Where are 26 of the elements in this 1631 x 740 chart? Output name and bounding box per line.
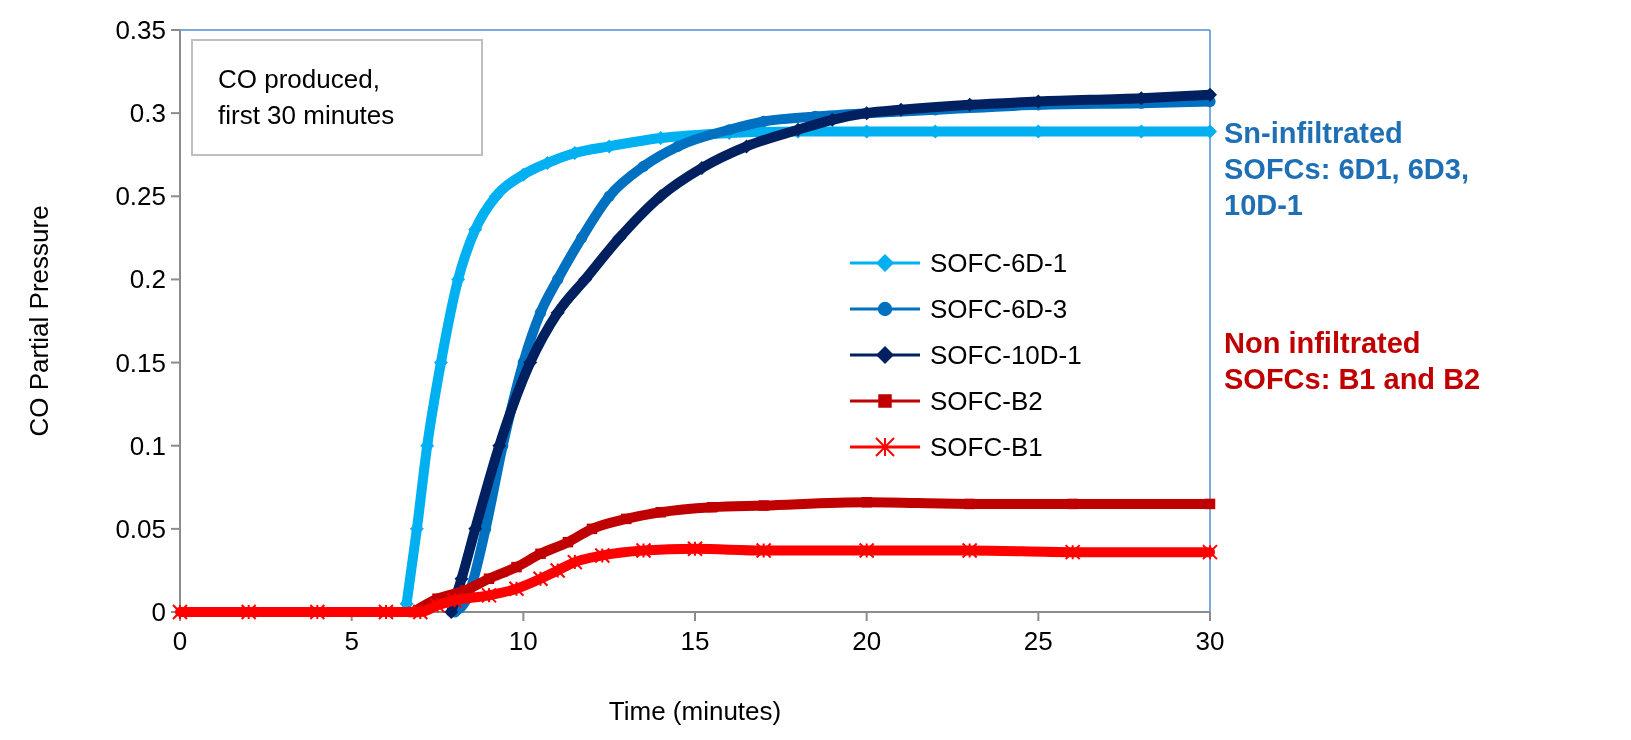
x-tick-label: 0 [172,626,188,656]
x-tick-label: 5 [344,626,359,656]
x-tick-label: 10 [508,626,538,656]
y-tick-label: 0 [151,597,166,627]
x-tick-label: 15 [680,626,710,656]
annotation: CO produced, first 30 minutes [218,64,395,130]
x-tick-label: 30 [1195,626,1225,656]
text: Non infiltrated SOFCs: B1 and B2 [1224,327,1481,395]
text: Sn-infiltrated SOFCs: 6D1, 6D3, 10D-1 [1224,117,1469,221]
legend-label: SOFC-B2 [930,386,1043,416]
y-tick-label: 0.15 [115,347,166,378]
x-axis-title: Time (minutes) [608,696,782,726]
text-box: CO produced, first 30 minutes [191,39,483,156]
x-tick-label: 20 [852,626,882,656]
y-tick-label: 0.05 [115,513,166,544]
x-tick-label: 25 [1023,626,1053,656]
legend-label: SOFC-6D-3 [930,294,1068,324]
legend-label: SOFC-6D-1 [930,248,1068,278]
y-axis-title: CO Partial Pressure [24,205,54,437]
y-tick-label: 0.3 [129,98,166,129]
y-tick-label: 0.2 [129,264,166,295]
legend-label: SOFC-10D-1 [930,340,1082,370]
y-tick-label: 0.35 [115,15,166,45]
y-tick-label: 0.1 [129,430,166,461]
y-tick-label: 0.25 [115,181,166,212]
legend-label: SOFC-B1 [930,432,1043,462]
